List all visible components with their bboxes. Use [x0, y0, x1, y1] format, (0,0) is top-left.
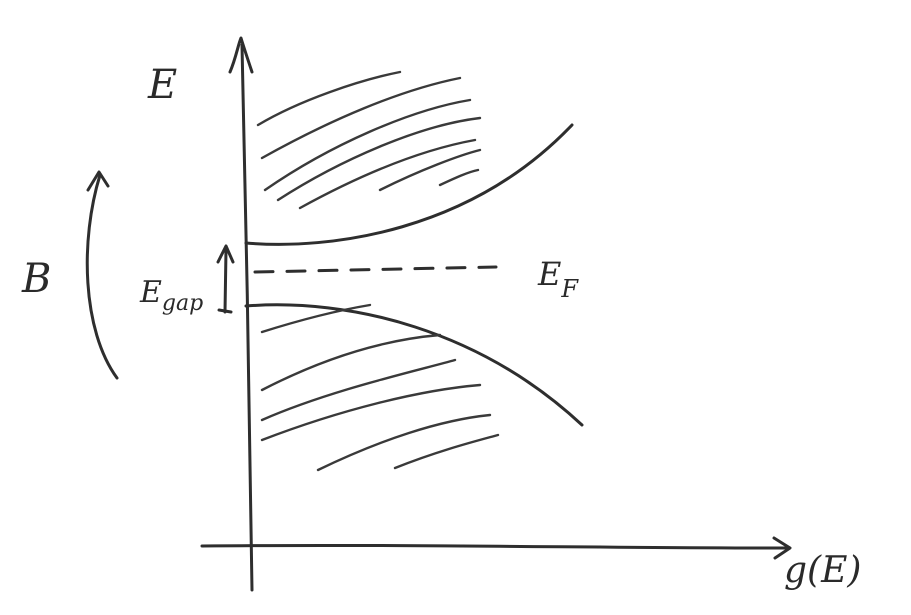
fermi-label-sub: F	[560, 275, 579, 303]
field-arrow	[85, 173, 119, 380]
field-label: B	[21, 256, 51, 302]
conduction-hatching	[256, 70, 482, 210]
fermi-label-main: E	[537, 255, 561, 293]
y-axis-arrowhead	[228, 36, 254, 74]
gap-tick	[217, 308, 233, 314]
x-axis-arrowhead	[772, 536, 792, 560]
x-axis	[200, 543, 790, 550]
y-axis	[240, 43, 254, 592]
gap-label: Egap	[139, 275, 203, 316]
x-axis-label: g(E)	[784, 550, 861, 591]
gap-label-sub: gap	[162, 291, 203, 316]
gap-label-main: E	[139, 275, 162, 310]
gap-arrowhead	[216, 244, 235, 264]
valence-hatching	[260, 303, 500, 472]
conduction-band-edge	[244, 123, 574, 246]
fermi-label: EF	[537, 255, 579, 303]
valence-band-edge	[244, 303, 584, 427]
fermi-level-line	[253, 265, 498, 274]
y-axis-label: E	[147, 62, 177, 108]
gap-arrow	[223, 248, 228, 314]
field-arrowhead	[86, 170, 110, 192]
